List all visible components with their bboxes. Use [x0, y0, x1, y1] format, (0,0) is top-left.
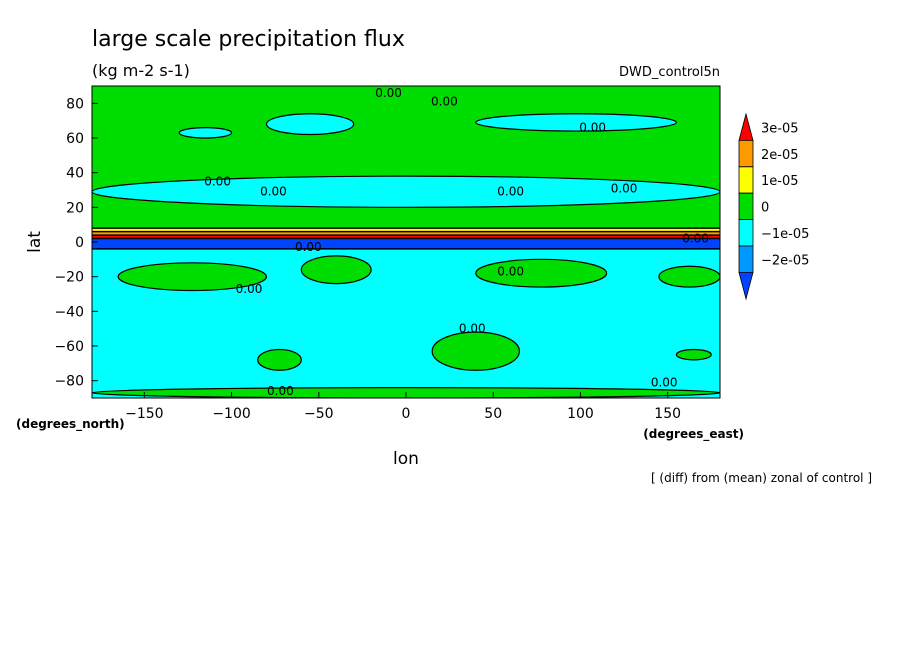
- x-unit-label: (degrees_east): [643, 427, 744, 442]
- chart-subtitle: (kg m-2 s-1): [92, 61, 190, 80]
- contour-label-12: 0.00: [267, 384, 294, 398]
- contour-label-4: 0.00: [260, 185, 287, 199]
- x-tick-label-4: 50: [484, 406, 502, 422]
- colorbar-swatch-6: [738, 272, 754, 301]
- band-3: [92, 235, 720, 239]
- contour-label-6: 0.00: [611, 181, 638, 195]
- y-tick-label-2: 40: [66, 166, 84, 182]
- y-tick-label-0: 80: [66, 96, 84, 112]
- region-9: [257, 348, 302, 371]
- contour-label-2: 0.00: [579, 121, 606, 135]
- region-3: [92, 175, 720, 208]
- colorbar-swatch-1: [738, 140, 754, 168]
- colorbar-label-2: 1e-05: [761, 174, 799, 189]
- x-axis: −150 −100 −50 0 50 100 150: [125, 392, 681, 422]
- contour-label-9: 0.00: [497, 264, 524, 278]
- contour-label-10: 0.00: [236, 282, 263, 296]
- footnote: [ (diff) from (mean) zonal of control ]: [651, 471, 872, 485]
- region-6: [475, 258, 608, 288]
- region-1: [265, 113, 355, 136]
- contour-labels: 0.00 0.00 0.00 0.00 0.00 0.00 0.00 0.00 0.00 0.00…: [204, 86, 709, 398]
- band-2: [92, 231, 720, 236]
- y-tick-label-3: 20: [66, 200, 84, 216]
- colorbar-swatch-3: [738, 192, 754, 220]
- x-tick-label-5: 100: [567, 406, 594, 422]
- region-8: [431, 331, 520, 371]
- y-tick-label-1: 60: [66, 131, 84, 147]
- y-tick-label-5: −20: [54, 270, 84, 286]
- colorbar-label-1: 2e-05: [761, 148, 799, 163]
- region-2: [475, 113, 677, 132]
- colorbar-swatch-4: [738, 219, 754, 247]
- y-tick-label-4: 0: [75, 235, 84, 251]
- x-axis-label: lon: [393, 449, 419, 469]
- y-unit-label: (degrees_north): [16, 417, 125, 432]
- y-tick-label-6: −40: [54, 304, 84, 320]
- plot-area: [92, 86, 720, 398]
- y-axis-label: lat: [25, 231, 45, 253]
- y-tick-label-8: −80: [54, 374, 84, 390]
- region-7: [658, 265, 720, 288]
- chart-title: large scale precipitation flux: [92, 27, 405, 52]
- colorbar-swatch-2: [738, 166, 754, 194]
- colorbar-label-0: 3e-05: [761, 121, 799, 136]
- contour-label-1: 0.00: [431, 95, 458, 109]
- contour-label-8: 0.00: [682, 232, 709, 246]
- contour-label-7: 0.00: [295, 240, 322, 254]
- x-tick-label-0: −150: [125, 406, 163, 422]
- y-axis: 80 60 40 20 0 −20 −40 −60 −80: [54, 96, 98, 390]
- x-tick-label-6: 150: [654, 406, 681, 422]
- x-tick-label-2: −50: [304, 406, 334, 422]
- x-tick-label-1: −100: [212, 406, 250, 422]
- colorbar-label-4: −1e-05: [761, 227, 809, 242]
- x-tick-label-3: 0: [402, 406, 411, 422]
- region-10: [675, 348, 712, 361]
- region-4: [117, 262, 268, 292]
- band-1: [92, 228, 720, 232]
- colorbar-label-5: −2e-05: [761, 253, 809, 268]
- y-tick-label-7: −60: [54, 339, 84, 355]
- contour-label-5: 0.00: [497, 185, 524, 199]
- band-4: [92, 238, 720, 249]
- dataset-label: DWD_control5n: [619, 65, 720, 80]
- colorbar-swatch-5: [738, 245, 754, 273]
- contour-label-0: 0.00: [375, 86, 402, 100]
- region-5: [300, 255, 372, 285]
- contour-label-3: 0.00: [204, 174, 231, 188]
- region-0: [178, 127, 233, 139]
- colorbar: 3e-05 2e-05 1e-05 0 −1e-05 −2e-05: [738, 112, 809, 301]
- colorbar-label-3: 0: [761, 201, 769, 216]
- contour-label-11: 0.00: [459, 322, 486, 336]
- colorbar-swatch-0: [738, 112, 754, 141]
- contour-label-13: 0.00: [651, 375, 678, 389]
